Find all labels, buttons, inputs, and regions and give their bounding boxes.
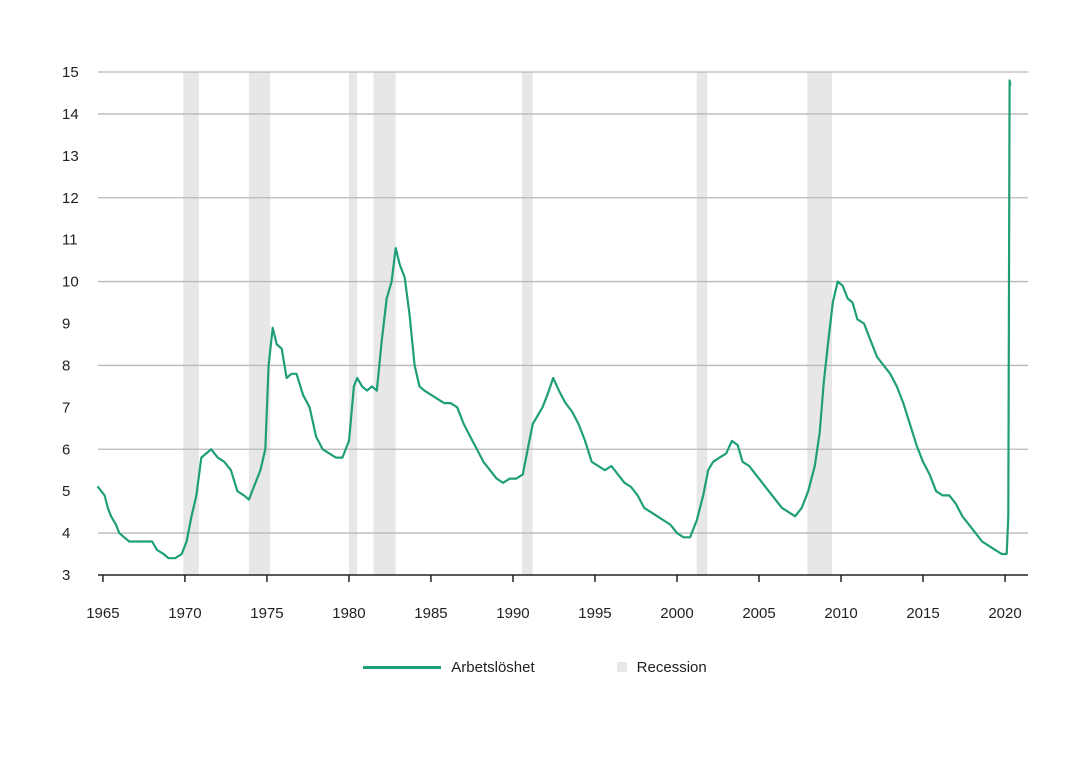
x-tick-label-2010: 2010 — [824, 605, 857, 622]
recession-band-4 — [521, 72, 533, 575]
legend: Arbetslöshet Recession — [0, 655, 1070, 679]
legend-item-recession: Recession — [616, 658, 707, 676]
legend-item-arbetsloshet: Arbetslöshet — [363, 658, 535, 676]
x-tick-label-1990: 1990 — [496, 605, 529, 622]
series-lines — [96, 79, 1012, 560]
x-tick-label-1980: 1980 — [332, 605, 365, 622]
recession-band-2 — [348, 72, 358, 575]
legend-line-swatch — [363, 665, 442, 669]
y-tick-label-10: 10 — [62, 274, 79, 291]
y-tick-label-12: 12 — [62, 190, 79, 207]
x-tick-label-2015: 2015 — [906, 605, 939, 622]
gridlines — [98, 71, 1028, 534]
x-tick-label-1995: 1995 — [578, 605, 611, 622]
legend-box-swatch — [616, 662, 627, 672]
legend-label-arbetsloshet: Arbetslöshet — [451, 658, 535, 676]
x-tick-label-1975: 1975 — [250, 605, 283, 622]
y-tick-label-7: 7 — [62, 399, 70, 416]
series-line-0 — [96, 79, 1012, 560]
recession-band-1 — [248, 72, 271, 575]
legend-label-recession: Recession — [636, 658, 707, 676]
recession-bands — [183, 72, 832, 575]
y-tick-label-8: 8 — [62, 357, 70, 374]
y-tick-label-4: 4 — [62, 525, 70, 542]
x-tick-label-2020: 2020 — [988, 605, 1021, 622]
x-axis — [98, 574, 1028, 582]
y-tick-label-6: 6 — [62, 441, 70, 458]
x-tick-label-1965: 1965 — [86, 605, 119, 622]
x-tick-label-2000: 2000 — [660, 605, 693, 622]
recession-band-5 — [696, 72, 708, 575]
y-tick-label-15: 15 — [62, 64, 79, 81]
x-tick-label-1970: 1970 — [168, 605, 201, 622]
y-tick-labels: 3 4 5 6 7 8 9 10 11 12 13 14 15 — [62, 64, 79, 584]
y-tick-label-3: 3 — [62, 567, 70, 584]
y-tick-label-5: 5 — [62, 483, 70, 500]
x-tick-label-1985: 1985 — [414, 605, 447, 622]
y-tick-label-13: 13 — [62, 148, 79, 165]
y-tick-label-11: 11 — [62, 232, 78, 249]
x-tick-label-2005: 2005 — [742, 605, 775, 622]
recession-band-6 — [807, 72, 832, 575]
y-tick-label-14: 14 — [62, 106, 79, 123]
x-tick-labels: 1965 1970 1975 1980 1985 1990 1995 2000 2005 2010… — [86, 605, 1021, 622]
y-tick-label-9: 9 — [62, 316, 70, 333]
